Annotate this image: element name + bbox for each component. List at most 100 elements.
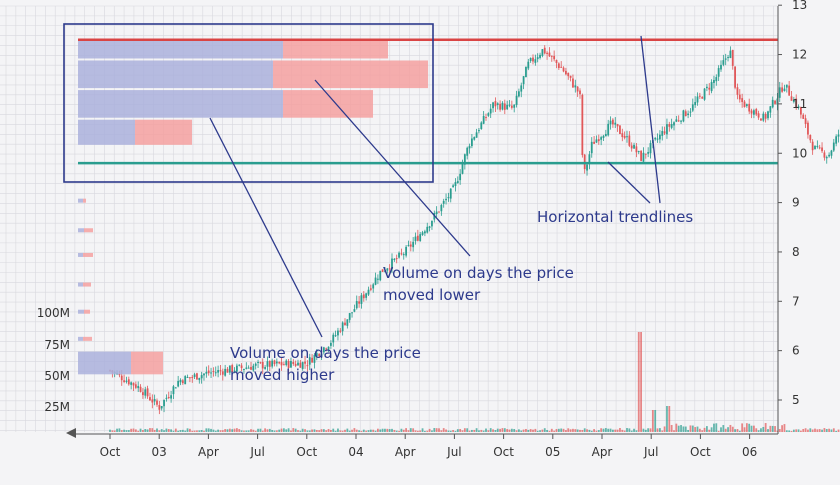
candle-body bbox=[563, 68, 565, 72]
candle-body bbox=[278, 362, 280, 363]
volume-bar bbox=[248, 430, 250, 432]
candle-body bbox=[525, 67, 527, 77]
candle-body bbox=[130, 382, 132, 384]
volume-bar bbox=[264, 428, 266, 432]
candle-body bbox=[567, 73, 569, 76]
candle-body bbox=[346, 319, 348, 326]
annotation-text: Horizontal trendlines bbox=[537, 208, 693, 226]
volume-bar bbox=[574, 429, 576, 432]
y-tick-label: 6 bbox=[792, 344, 800, 358]
x-tick-label: Jul bbox=[446, 445, 461, 459]
volume-bar bbox=[697, 427, 699, 432]
volume-bar bbox=[236, 428, 238, 432]
candle-body bbox=[584, 155, 586, 169]
volume-bar bbox=[260, 429, 262, 432]
volume-bar bbox=[480, 430, 482, 432]
candle-body bbox=[473, 137, 475, 140]
volume-bar bbox=[581, 430, 583, 432]
volume-bar bbox=[490, 428, 492, 432]
candle-body bbox=[398, 253, 400, 258]
candle-body bbox=[260, 362, 262, 363]
volume-bar bbox=[382, 429, 384, 432]
volume-bar bbox=[675, 424, 677, 432]
candle-body bbox=[558, 63, 560, 68]
volume-bar bbox=[346, 429, 348, 432]
candle-body bbox=[180, 380, 182, 382]
volume-bar bbox=[412, 428, 414, 432]
volume-bar bbox=[227, 429, 229, 432]
volume-bar bbox=[788, 430, 790, 432]
volume-bar bbox=[516, 430, 518, 432]
candle-body bbox=[732, 50, 734, 66]
volume-bar bbox=[363, 430, 365, 432]
candle-body bbox=[144, 389, 146, 395]
volume-bar bbox=[539, 430, 541, 432]
volume-bar bbox=[732, 427, 734, 432]
volume-bar bbox=[769, 426, 771, 432]
volume-axis-label: 100M bbox=[37, 306, 70, 320]
profile-bar-down bbox=[83, 199, 86, 203]
candle-body bbox=[396, 258, 398, 259]
candle-body bbox=[692, 104, 694, 110]
volume-bar bbox=[448, 431, 450, 432]
volume-bar bbox=[429, 429, 431, 432]
candle-body bbox=[483, 116, 485, 124]
candle-body bbox=[445, 199, 447, 200]
profile-bar-up bbox=[78, 60, 273, 88]
volume-bar bbox=[114, 431, 116, 432]
volume-bar bbox=[687, 430, 689, 432]
candle-body bbox=[643, 153, 645, 162]
volume-bar bbox=[812, 429, 814, 432]
volume-bar bbox=[532, 430, 534, 432]
volume-bar bbox=[713, 424, 715, 432]
volume-bar bbox=[753, 426, 755, 432]
volume-bar bbox=[628, 428, 630, 432]
volume-bar bbox=[650, 428, 652, 432]
volume-bar bbox=[725, 429, 727, 432]
candle-body bbox=[142, 392, 144, 395]
volume-bar bbox=[755, 428, 757, 432]
candle-body bbox=[459, 174, 461, 180]
volume-bar bbox=[795, 429, 797, 432]
volume-bar bbox=[377, 429, 379, 432]
volume-bar bbox=[476, 428, 478, 432]
volume-bar bbox=[668, 406, 670, 432]
profile-bar-up bbox=[78, 352, 131, 375]
candle-body bbox=[711, 82, 713, 91]
candle-body bbox=[506, 105, 508, 109]
y-tick-label: 12 bbox=[792, 48, 807, 62]
volume-bar bbox=[791, 431, 793, 432]
volume-bar bbox=[384, 429, 386, 432]
candle-body bbox=[511, 106, 513, 108]
candle-body bbox=[401, 253, 403, 254]
candle-body bbox=[600, 137, 602, 140]
volume-bar bbox=[563, 429, 565, 432]
profile-bar-up bbox=[78, 283, 83, 287]
candle-body bbox=[368, 290, 370, 295]
volume-bar bbox=[549, 431, 551, 432]
volume-axis-label: 25M bbox=[44, 400, 70, 414]
volume-bar bbox=[487, 430, 489, 432]
candle-body bbox=[593, 142, 595, 144]
volume-bar bbox=[158, 430, 160, 432]
volume-bar bbox=[534, 429, 536, 432]
candle-body bbox=[469, 146, 471, 148]
volume-bar bbox=[814, 429, 816, 432]
volume-bar bbox=[203, 431, 205, 432]
candle-body bbox=[358, 301, 360, 303]
volume-bar bbox=[201, 430, 203, 432]
candle-body bbox=[701, 97, 703, 99]
volume-bar bbox=[828, 429, 830, 432]
candle-body bbox=[281, 362, 283, 365]
candle-body bbox=[741, 98, 743, 102]
candle-body bbox=[349, 313, 351, 320]
volume-bar bbox=[565, 430, 567, 432]
candle-body bbox=[720, 65, 722, 70]
volume-bar bbox=[459, 429, 461, 432]
volume-bar bbox=[779, 429, 781, 432]
volume-bar bbox=[760, 428, 762, 432]
volume-bar bbox=[433, 428, 435, 432]
candle-body bbox=[666, 124, 668, 134]
candle-body bbox=[365, 293, 367, 297]
volume-bar bbox=[701, 430, 703, 432]
